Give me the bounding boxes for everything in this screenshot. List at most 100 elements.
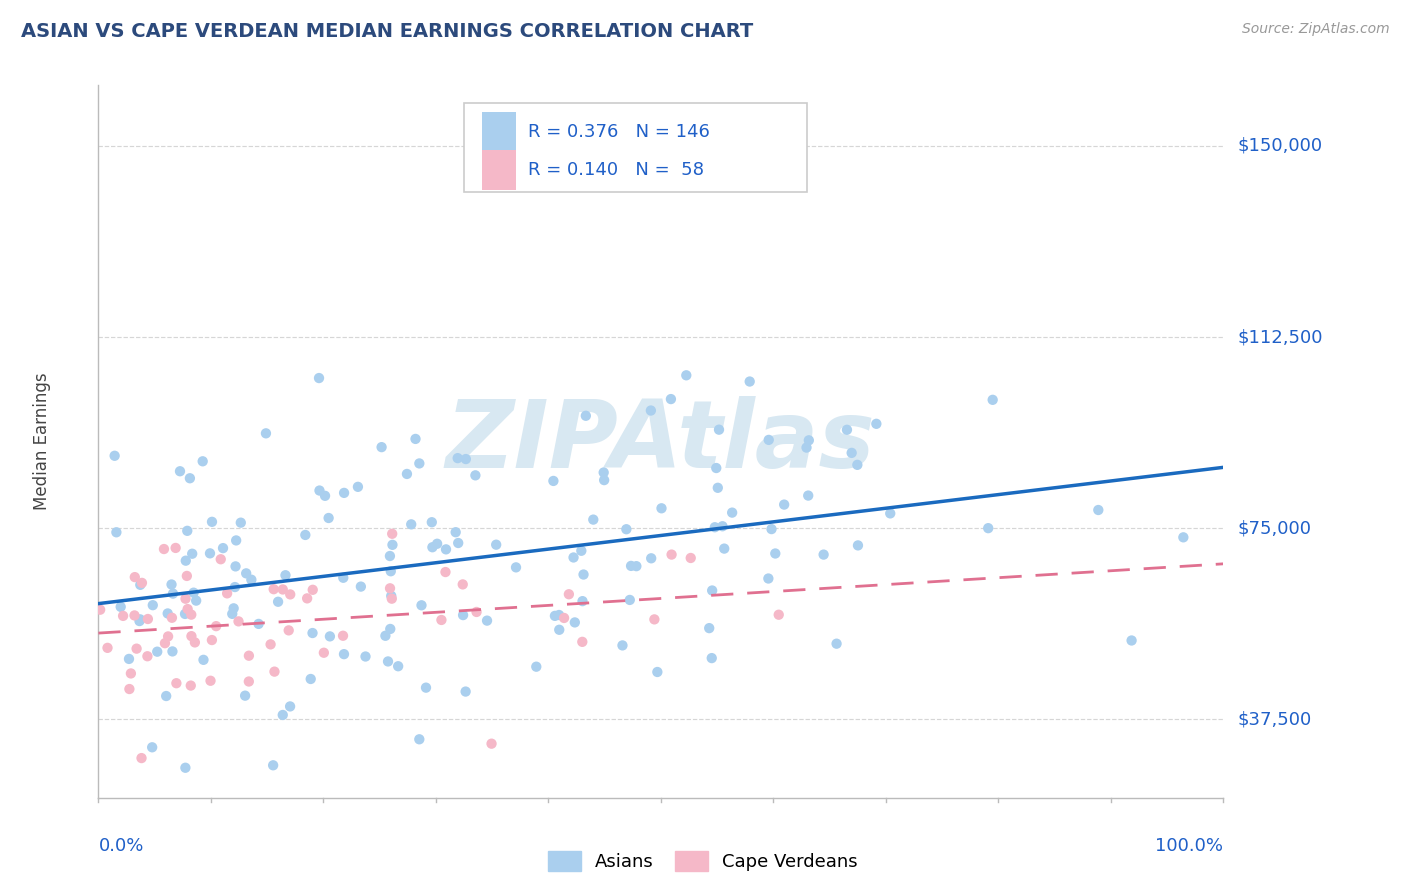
Point xyxy=(209,552,232,566)
Point xyxy=(879,507,901,521)
Point xyxy=(278,587,301,601)
Point xyxy=(399,517,422,532)
Point xyxy=(233,689,256,703)
Point xyxy=(277,624,299,638)
Point xyxy=(619,593,641,607)
Point xyxy=(451,608,474,623)
Point xyxy=(544,608,567,623)
Point xyxy=(238,648,260,663)
Point xyxy=(381,591,404,606)
Point xyxy=(697,621,720,635)
Point xyxy=(179,471,201,485)
Point xyxy=(238,674,260,689)
Point xyxy=(841,446,863,460)
Point xyxy=(128,614,150,628)
Point xyxy=(381,538,404,552)
Point xyxy=(451,577,474,591)
Point xyxy=(104,449,127,463)
Point xyxy=(378,549,401,563)
Text: $150,000: $150,000 xyxy=(1237,136,1322,155)
Point xyxy=(620,558,643,573)
Point xyxy=(758,433,780,447)
Point xyxy=(217,586,239,600)
Point xyxy=(105,525,128,540)
Point xyxy=(797,489,820,503)
Point xyxy=(180,679,202,693)
Point xyxy=(129,578,152,592)
Point xyxy=(160,611,183,625)
Text: $75,000: $75,000 xyxy=(1237,519,1312,537)
Point xyxy=(254,426,277,441)
Point xyxy=(112,608,135,623)
Point xyxy=(262,758,284,772)
Point xyxy=(647,665,669,679)
Text: ZIPAtlas: ZIPAtlas xyxy=(446,395,876,488)
Point xyxy=(640,403,662,417)
Point xyxy=(426,537,449,551)
Point xyxy=(271,582,294,597)
Point xyxy=(278,699,301,714)
Point xyxy=(825,637,848,651)
Point xyxy=(294,528,316,542)
Point xyxy=(110,599,132,614)
Point xyxy=(558,587,581,601)
Point xyxy=(763,547,786,561)
Point xyxy=(308,483,330,498)
Point xyxy=(225,559,247,574)
Point xyxy=(165,541,187,555)
Point xyxy=(124,608,146,623)
Text: 100.0%: 100.0% xyxy=(1156,838,1223,855)
Point xyxy=(191,454,214,468)
Point xyxy=(1087,503,1109,517)
Point xyxy=(240,573,263,587)
Point xyxy=(174,554,197,568)
Point xyxy=(165,676,187,690)
Point xyxy=(136,612,159,626)
Point xyxy=(738,375,761,389)
Point xyxy=(370,440,392,454)
Point xyxy=(543,474,565,488)
Point xyxy=(162,644,184,658)
Point xyxy=(176,569,198,583)
Point xyxy=(332,571,354,585)
Point xyxy=(118,681,141,696)
Point xyxy=(444,525,467,540)
Point xyxy=(569,543,592,558)
Point xyxy=(408,457,430,471)
Point xyxy=(274,568,297,582)
Point xyxy=(865,417,887,431)
Point xyxy=(263,582,285,597)
Text: $37,500: $37,500 xyxy=(1237,710,1312,729)
Point xyxy=(136,649,159,664)
Text: R = 0.140   N =  58: R = 0.140 N = 58 xyxy=(529,161,704,179)
Point xyxy=(271,708,294,723)
Point xyxy=(350,580,373,594)
Point xyxy=(387,659,409,673)
Point xyxy=(347,480,370,494)
Point xyxy=(183,585,205,599)
Point xyxy=(174,591,197,606)
Point xyxy=(813,548,835,562)
Point xyxy=(405,432,427,446)
Point xyxy=(354,649,377,664)
Point xyxy=(299,672,322,686)
Point xyxy=(263,665,285,679)
Point xyxy=(198,546,221,560)
Text: ASIAN VS CAPE VERDEAN MEDIAN EARNINGS CORRELATION CHART: ASIAN VS CAPE VERDEAN MEDIAN EARNINGS CO… xyxy=(21,22,754,41)
Point xyxy=(981,392,1004,407)
Point xyxy=(176,602,198,616)
Point xyxy=(157,629,180,643)
Point xyxy=(142,598,165,612)
Legend: Asians, Cape Verdeans: Asians, Cape Verdeans xyxy=(541,844,865,879)
Point xyxy=(408,732,430,747)
Point xyxy=(650,501,672,516)
Point xyxy=(124,570,146,584)
Text: 0.0%: 0.0% xyxy=(98,838,143,855)
Point xyxy=(475,614,498,628)
Point xyxy=(434,565,457,579)
Point xyxy=(768,607,790,622)
Point xyxy=(153,636,176,650)
Point xyxy=(174,761,197,775)
Point xyxy=(125,641,148,656)
Point xyxy=(707,423,730,437)
